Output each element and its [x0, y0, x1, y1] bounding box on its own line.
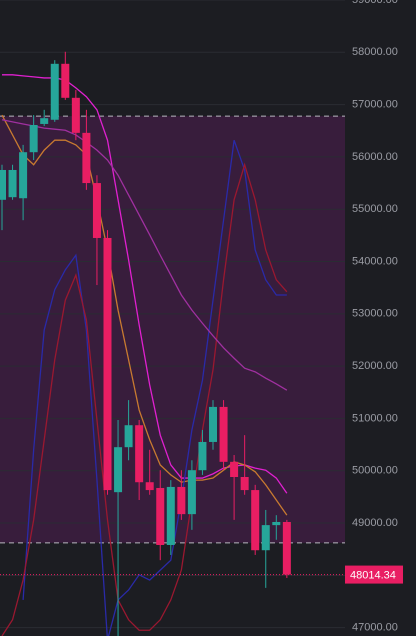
y-tick-label: 54000.00 — [352, 255, 398, 267]
candle-body — [40, 118, 49, 124]
y-tick-label: 52000.00 — [352, 360, 398, 372]
candle-body — [187, 470, 196, 515]
y-tick-label: 53000.00 — [352, 308, 398, 320]
indicator-line — [2, 74, 288, 494]
y-tick-label: 51000.00 — [352, 412, 398, 424]
candle-body — [272, 521, 281, 526]
y-tick-label: 55000.00 — [352, 203, 398, 215]
candle-body — [114, 447, 123, 493]
candle-body — [282, 521, 291, 575]
y-tick-label: 56000.00 — [352, 151, 398, 163]
indicator-line — [1, 119, 288, 391]
y-tick-label: 49000.00 — [352, 517, 398, 529]
last-price-label: 48014.34 — [350, 569, 396, 581]
candle-body — [166, 486, 175, 545]
candle-body — [71, 97, 80, 133]
zone — [0, 116, 345, 543]
candle-body — [8, 169, 17, 198]
candle-body — [240, 477, 249, 491]
candle-body — [251, 490, 260, 551]
candle-body — [230, 461, 239, 477]
candle-body — [82, 132, 91, 184]
candle-body — [209, 406, 217, 442]
indicator-line — [1, 114, 288, 516]
candle-body — [19, 152, 28, 199]
candle-body — [135, 425, 144, 483]
plot-area — [0, 0, 345, 636]
candle-body — [145, 482, 154, 491]
indicator-line — [22, 139, 287, 636]
candle-body — [219, 406, 228, 462]
y-tick-label: 47000.00 — [352, 622, 398, 634]
y-tick-label: 58000.00 — [352, 46, 398, 58]
candle-body — [92, 183, 101, 238]
candle-body — [29, 125, 38, 153]
candle-body — [50, 63, 59, 120]
candle-body — [61, 63, 70, 98]
candle-body — [0, 169, 6, 200]
candle-body — [156, 487, 165, 545]
candle-body — [124, 425, 133, 448]
price-axis: 59000.00 58000.00 57000.00 56000.00 55000.00… — [345, 0, 403, 634]
candle-body — [177, 486, 186, 515]
candle-body — [261, 525, 270, 551]
y-tick-label: 50000.00 — [352, 465, 398, 477]
candle-body — [198, 441, 207, 471]
last-price-box — [345, 565, 403, 584]
candle-body — [103, 237, 112, 491]
indicator-line — [1, 162, 288, 636]
y-tick-label: 57000.00 — [352, 99, 398, 111]
y-tick-label: 59000.00 — [352, 0, 398, 6]
